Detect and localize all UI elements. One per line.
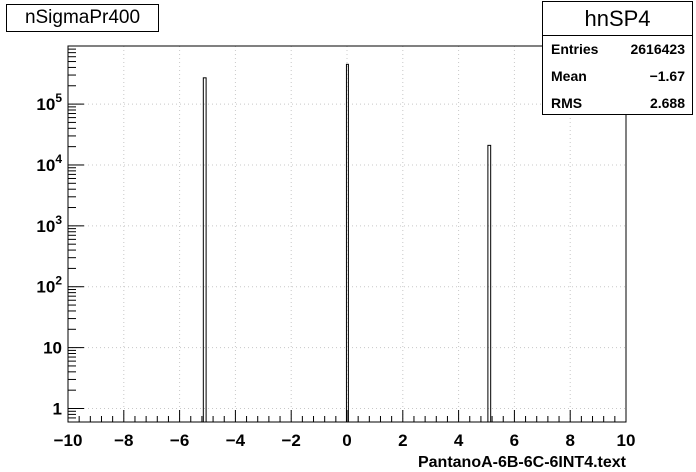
x-tick-label: 6 bbox=[510, 431, 519, 450]
histogram-title: nSigmaPr400 bbox=[6, 4, 159, 32]
x-tick-label: −8 bbox=[114, 431, 133, 450]
x-tick-label: −10 bbox=[54, 431, 83, 450]
stats-label: RMS bbox=[551, 95, 583, 111]
y-tick-label: 103 bbox=[36, 213, 62, 236]
y-tick-label: 1 bbox=[53, 399, 62, 418]
y-tick-label: 104 bbox=[36, 152, 62, 175]
stats-row-entries: Entries 2616423 bbox=[543, 36, 692, 63]
x-tick-label: 4 bbox=[454, 431, 464, 450]
stats-value: 2.688 bbox=[649, 95, 685, 111]
stats-histogram-name: hnSP4 bbox=[543, 2, 692, 36]
x-tick-label: 8 bbox=[565, 431, 574, 450]
y-tick-label: 10 bbox=[43, 339, 62, 358]
grid-lines bbox=[67, 46, 627, 422]
x-axis-label: PantanoA-6B-6C-6INT4.text bbox=[418, 454, 627, 471]
stats-row-mean: Mean −1.67 bbox=[543, 63, 692, 90]
x-tick-label: 0 bbox=[342, 431, 351, 450]
histogram-bin bbox=[345, 63, 349, 423]
axis-ticks bbox=[67, 45, 627, 423]
y-tick-label: 105 bbox=[36, 91, 62, 114]
x-tick-label: 10 bbox=[617, 431, 636, 450]
y-tick-label: 102 bbox=[36, 274, 62, 297]
histogram-bin bbox=[202, 77, 207, 423]
stats-label: Entries bbox=[551, 41, 599, 57]
stats-row-rms: RMS 2.688 bbox=[543, 90, 692, 117]
histogram-bins bbox=[202, 63, 492, 423]
axis-tick-labels: −10 −8 −6 −4 −2 0 2 4 6 8 10 1 10 102 103 104 105 bbox=[36, 91, 635, 450]
stats-value: −1.67 bbox=[649, 68, 685, 84]
stats-value: 2616423 bbox=[630, 41, 685, 57]
histogram-bin bbox=[487, 144, 492, 423]
x-tick-label: −6 bbox=[170, 431, 189, 450]
x-tick-label: −2 bbox=[282, 431, 301, 450]
x-tick-label: −4 bbox=[226, 431, 246, 450]
stats-label: Mean bbox=[551, 68, 587, 84]
stats-box: hnSP4 Entries 2616423 Mean −1.67 RMS 2.6… bbox=[542, 1, 693, 115]
x-tick-label: 2 bbox=[398, 431, 407, 450]
